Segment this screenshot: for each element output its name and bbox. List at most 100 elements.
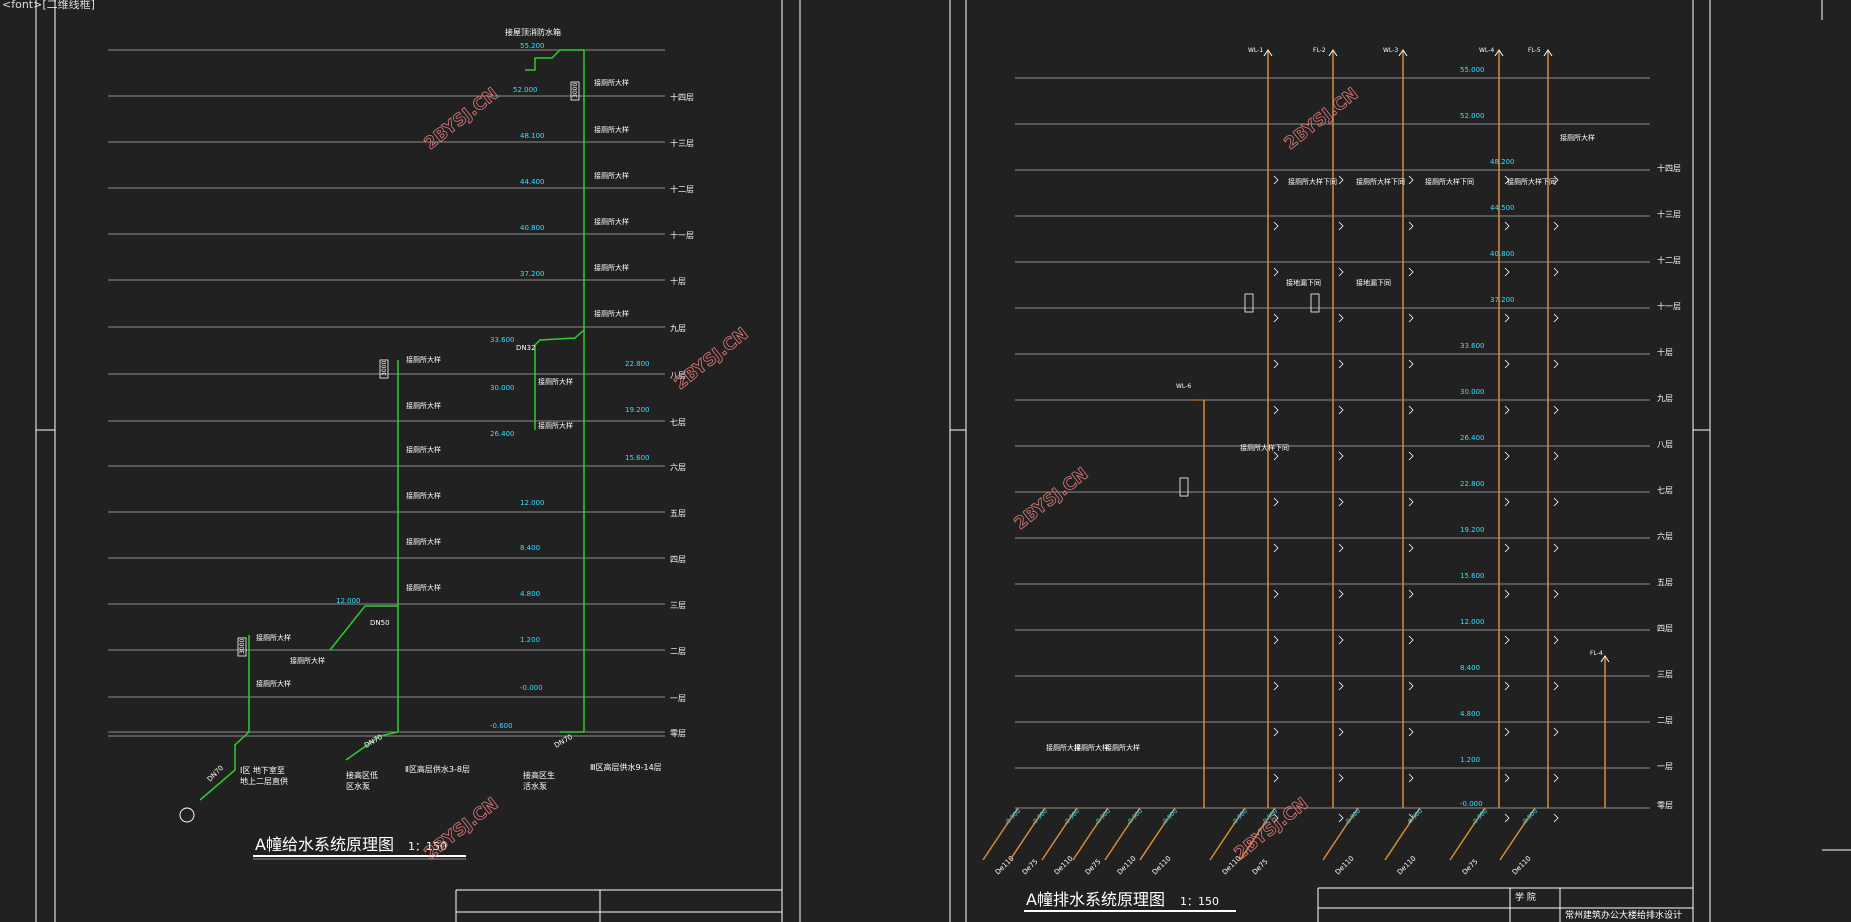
titleblock-title: 常州建筑办公大楼给排水设计 xyxy=(1565,909,1682,921)
fixture-label: 接厕所大样 xyxy=(406,583,441,592)
elevation-label: 22.800 xyxy=(625,360,650,368)
floor-label: 八层 xyxy=(1657,440,1673,449)
fixture-label: 接厕所大样 xyxy=(538,377,573,386)
outlet-pipe xyxy=(1041,807,1078,861)
elevation-label: -0.600 xyxy=(490,722,513,730)
outlet-size-label: De110 xyxy=(1053,854,1075,876)
pump2-note: 活水泵 xyxy=(523,781,547,791)
trap-icon xyxy=(1553,221,1559,231)
vent-cap-icon xyxy=(1494,49,1504,57)
fixture-note: 接厕所大样 xyxy=(1105,743,1140,752)
outlet-elev: -0.900 xyxy=(1003,808,1022,827)
elevation-label: 1.200 xyxy=(1460,756,1480,764)
floor-label: 三层 xyxy=(1657,670,1673,679)
floor-label: 一层 xyxy=(670,694,686,703)
stack-label: WL-1 xyxy=(1248,47,1263,54)
trap-icon xyxy=(1553,543,1559,553)
pump2-note: 接高区生 xyxy=(523,770,555,780)
trap-icon xyxy=(1273,727,1279,737)
elevation-label: 30.000 xyxy=(490,384,515,392)
trap-icon xyxy=(1273,589,1279,599)
trap-icon xyxy=(1273,543,1279,553)
trap-icon xyxy=(1553,405,1559,415)
vent-cap-icon xyxy=(1543,49,1553,57)
elevation-label: 55.200 xyxy=(520,42,545,50)
trap-icon xyxy=(1408,727,1414,737)
floor-label: 二层 xyxy=(670,647,686,656)
supply-title: A幢给水系统原理图 xyxy=(255,835,394,854)
trap-icon xyxy=(1338,589,1344,599)
fixture-label: 接厕所大样 xyxy=(594,171,629,180)
outlet-pipe xyxy=(1009,807,1046,861)
fixture-label: 接厕所大样 xyxy=(290,656,325,665)
outlet-size-label: De75 xyxy=(1251,858,1270,877)
trap-icon xyxy=(1408,359,1414,369)
fixture-note: 接厕所大样下同 xyxy=(1240,443,1289,452)
trap-icon xyxy=(1504,813,1510,823)
outlet-pipe xyxy=(1499,807,1536,861)
elevation-label: 26.400 xyxy=(490,430,515,438)
trap-icon xyxy=(1553,589,1559,599)
elevation-label: 15.600 xyxy=(625,454,650,462)
elevation-label: 12.000 xyxy=(520,499,545,507)
outlet-elev: -0.900 xyxy=(1230,808,1249,827)
spacing-box xyxy=(570,81,580,101)
fixture-label: 接厕所大样 xyxy=(594,78,629,87)
stack-label: FL-2 xyxy=(1313,47,1326,54)
trap-icon xyxy=(1504,681,1510,691)
pipe-size-label: DN32 xyxy=(516,344,536,352)
trap-icon xyxy=(1273,267,1279,277)
elevation-label: 19.200 xyxy=(625,406,650,414)
fixture-note: 接厕所大样 xyxy=(1560,133,1595,142)
vent-cap-icon xyxy=(1600,655,1610,663)
watermark-text: 2BYSJ.CN xyxy=(421,794,503,864)
outlet-pipe xyxy=(1104,807,1141,861)
elevation-label: 26.400 xyxy=(1460,434,1485,442)
spacing-box xyxy=(1244,293,1254,313)
trap-icon xyxy=(1408,451,1414,461)
fixture-label: 接厕所大样 xyxy=(406,401,441,410)
trap-icon xyxy=(1338,451,1344,461)
trap-icon xyxy=(1553,681,1559,691)
fixture-label: 接厕所大样 xyxy=(406,491,441,500)
elevation-label: 12.000 xyxy=(336,597,361,605)
viewport-label: <font>[二维线框] xyxy=(2,0,95,11)
elevation-label: 4.800 xyxy=(1460,710,1480,718)
trap-icon xyxy=(1504,267,1510,277)
trap-icon xyxy=(1553,267,1559,277)
outlet-size-label: De110 xyxy=(1151,854,1173,876)
elevation-label: 22.800 xyxy=(1460,480,1485,488)
outlet-elev: -0.900 xyxy=(1405,808,1424,827)
water-meter-icon xyxy=(179,807,195,823)
floor-label: 十一层 xyxy=(670,230,694,240)
floor-label: 十四层 xyxy=(670,92,694,102)
spacing-box xyxy=(237,637,247,657)
floor-label: 六层 xyxy=(670,462,686,472)
outlet-elev: -0.900 xyxy=(1470,808,1489,827)
floor-label: 十层 xyxy=(670,276,686,286)
trap-icon xyxy=(1408,313,1414,323)
outlet-size-label: De75 xyxy=(1021,858,1040,877)
trap-icon xyxy=(1338,497,1344,507)
trap-icon xyxy=(1273,175,1279,185)
trap-icon xyxy=(1273,405,1279,415)
trap-icon xyxy=(1553,497,1559,507)
fixture-note: 接厕所大样下同 xyxy=(1288,177,1337,186)
floor-label: 三层 xyxy=(670,601,686,610)
elevation-label: 1.200 xyxy=(520,636,540,644)
outlet-size-label: De110 xyxy=(994,854,1016,876)
zone3-note: Ⅲ区高层供水9-14层 xyxy=(590,762,662,772)
stack-label: WL-3 xyxy=(1383,47,1398,54)
elevation-label: 30.000 xyxy=(1460,388,1485,396)
zone1-note: 地上二层直供 xyxy=(240,776,288,786)
floor-label: 零层 xyxy=(1657,801,1673,810)
fixture-label: 接厕所大样 xyxy=(256,633,291,642)
elevation-label: 33.600 xyxy=(1460,342,1485,350)
floor-label: 六层 xyxy=(1657,531,1673,541)
floor-label: 零层 xyxy=(670,729,686,738)
elevation-label: 15.600 xyxy=(1460,572,1485,580)
floor-label: 十三层 xyxy=(1657,209,1681,219)
outlet-pipe xyxy=(1449,807,1486,861)
